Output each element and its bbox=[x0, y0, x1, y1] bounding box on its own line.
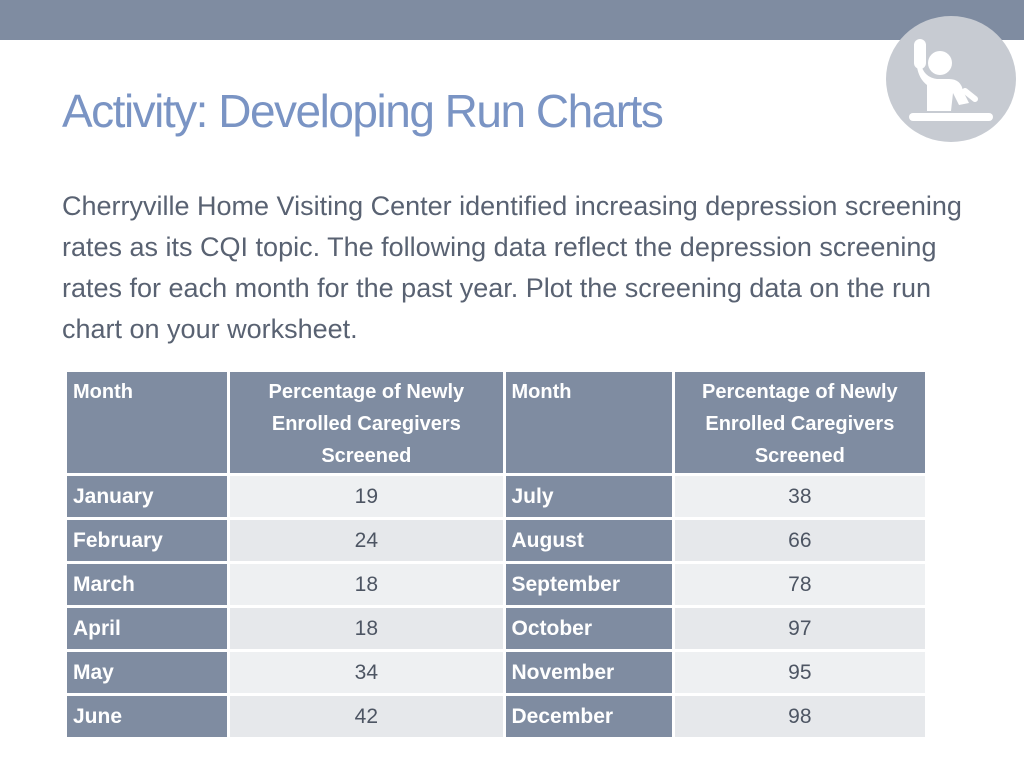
person-raising-hand-icon bbox=[909, 39, 993, 121]
percentage-cell: 95 bbox=[674, 652, 925, 693]
month-cell: January bbox=[67, 476, 228, 517]
month-cell: October bbox=[505, 608, 672, 649]
table-row: March 18 September 78 bbox=[67, 564, 925, 605]
percentage-cell: 38 bbox=[674, 476, 925, 517]
table-row: February 24 August 66 bbox=[67, 520, 925, 561]
percentage-cell: 78 bbox=[674, 564, 925, 605]
month-cell: September bbox=[505, 564, 672, 605]
header-percentage-first-half: Percentage of Newly Enrolled Caregivers … bbox=[230, 372, 503, 473]
month-cell: July bbox=[505, 476, 672, 517]
table-row: June 42 December 98 bbox=[67, 696, 925, 737]
table-row: April 18 October 97 bbox=[67, 608, 925, 649]
month-cell: December bbox=[505, 696, 672, 737]
top-accent-bar bbox=[0, 0, 1024, 40]
month-cell: April bbox=[67, 608, 228, 649]
percentage-cell: 98 bbox=[674, 696, 925, 737]
table-row: May 34 November 95 bbox=[67, 652, 925, 693]
percentage-cell: 24 bbox=[230, 520, 503, 561]
header-month-first-half: Month bbox=[67, 372, 228, 473]
percentage-cell: 18 bbox=[230, 564, 503, 605]
percentage-cell: 66 bbox=[674, 520, 925, 561]
header-percentage-second-half: Percentage of Newly Enrolled Caregivers … bbox=[674, 372, 925, 473]
slide-title: Activity: Developing Run Charts bbox=[62, 85, 664, 137]
month-cell: June bbox=[67, 696, 228, 737]
screening-rates-table: Month Percentage of Newly Enrolled Careg… bbox=[64, 369, 928, 740]
header-month-second-half: Month bbox=[505, 372, 672, 473]
percentage-cell: 42 bbox=[230, 696, 503, 737]
month-cell: August bbox=[505, 520, 672, 561]
percentage-cell: 19 bbox=[230, 476, 503, 517]
month-cell: March bbox=[67, 564, 228, 605]
percentage-cell: 34 bbox=[230, 652, 503, 693]
month-cell: February bbox=[67, 520, 228, 561]
month-cell: November bbox=[505, 652, 672, 693]
percentage-cell: 18 bbox=[230, 608, 503, 649]
percentage-cell: 97 bbox=[674, 608, 925, 649]
activity-badge bbox=[886, 16, 1016, 142]
month-cell: May bbox=[67, 652, 228, 693]
intro-paragraph: Cherryville Home Visiting Center identif… bbox=[62, 191, 962, 344]
header-row: Month Percentage of Newly Enrolled Careg… bbox=[67, 372, 925, 473]
table-row: January 19 July 38 bbox=[67, 476, 925, 517]
